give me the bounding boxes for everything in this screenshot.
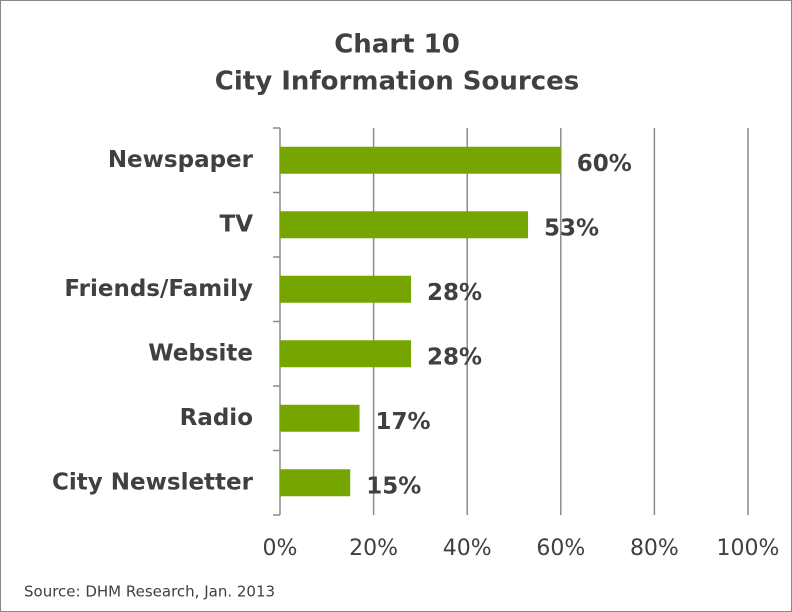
- x-tick-label: 60%: [536, 536, 585, 561]
- bar: [280, 340, 412, 368]
- x-tick-label: 0%: [263, 536, 298, 561]
- bar: [280, 469, 351, 497]
- bar: [280, 275, 412, 303]
- x-tick-label: 80%: [630, 536, 679, 561]
- y-tick-label: Newspaper: [108, 147, 254, 173]
- y-tick-label: TV: [220, 211, 254, 237]
- bar: [280, 211, 529, 239]
- x-tick-label: 100%: [717, 536, 780, 561]
- y-tick-label: Website: [148, 340, 253, 366]
- data-label: 15%: [366, 473, 421, 499]
- data-label: 53%: [544, 215, 599, 241]
- data-label: 60%: [577, 151, 632, 177]
- data-label: 17%: [376, 409, 431, 435]
- bar: [280, 404, 360, 432]
- chart-title: Chart 10: [334, 30, 460, 60]
- x-tick-label: 40%: [443, 536, 492, 561]
- x-tick-label: 20%: [349, 536, 398, 561]
- data-label: 28%: [427, 280, 482, 306]
- chart-subtitle: City Information Sources: [215, 67, 579, 97]
- data-label: 28%: [427, 344, 482, 370]
- bar: [280, 146, 561, 174]
- y-tick-label: Friends/Family: [64, 276, 253, 302]
- source-note: Source: DHM Research, Jan. 2013: [24, 583, 275, 601]
- y-tick-label: Radio: [180, 405, 253, 431]
- y-tick-label: City Newsletter: [52, 469, 254, 495]
